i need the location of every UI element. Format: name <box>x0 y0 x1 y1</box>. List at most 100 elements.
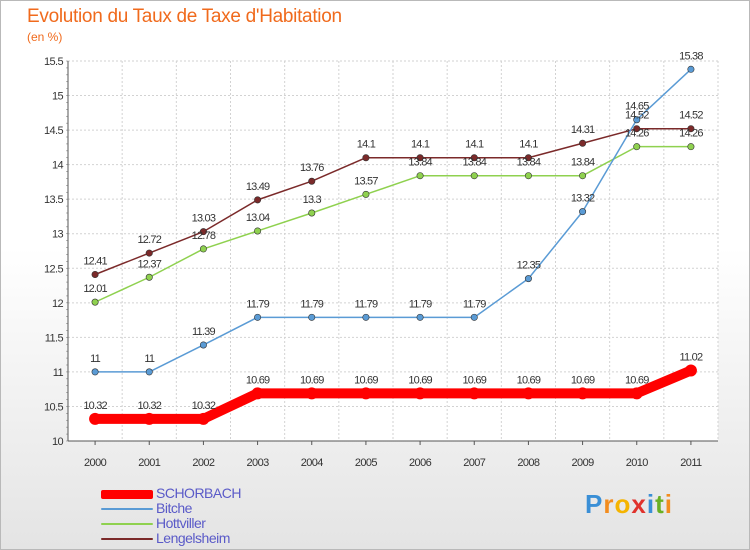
data-label: 11.79 <box>246 298 269 310</box>
data-label: 13.84 <box>571 157 595 169</box>
y-tick-label: 11 <box>53 367 64 379</box>
x-tick-label: 2006 <box>409 457 432 469</box>
data-point <box>308 209 316 217</box>
x-tick-label: 2005 <box>355 457 378 469</box>
data-point <box>416 154 424 162</box>
data-point <box>89 412 102 425</box>
data-point <box>470 154 478 162</box>
data-point <box>687 125 695 133</box>
legend-label: Lengelsheim <box>156 530 230 546</box>
data-label: 14.52 <box>679 110 703 122</box>
logo-letter: t <box>655 489 665 519</box>
logo-letter: P <box>585 489 604 519</box>
legend-item: Lengelsheim <box>101 530 361 546</box>
y-tick-label: 14.5 <box>44 125 63 137</box>
data-point <box>199 245 207 253</box>
data-label: 13.76 <box>300 162 324 174</box>
data-point <box>579 172 587 180</box>
data-point <box>308 177 316 185</box>
x-tick-label: 2007 <box>463 457 486 469</box>
chart-subtitle: (en %) <box>27 30 63 44</box>
data-label: 10.69 <box>517 374 541 386</box>
data-point <box>91 368 99 376</box>
x-tick-label: 2003 <box>247 457 270 469</box>
data-point <box>524 275 532 283</box>
data-point <box>524 154 532 162</box>
data-label: 14.1 <box>357 139 376 151</box>
data-label: 10.69 <box>408 374 432 386</box>
data-point <box>145 249 153 257</box>
series-line-bitche <box>94 68 692 373</box>
legend-label: Bitche <box>156 500 192 516</box>
legend-swatch <box>101 508 153 510</box>
data-label: 14.26 <box>679 128 703 140</box>
data-label: 14.1 <box>519 139 538 151</box>
data-label: 11.79 <box>463 298 486 310</box>
data-point <box>254 313 262 321</box>
x-tick-label: 2002 <box>192 457 215 469</box>
data-point <box>145 368 153 376</box>
legend-swatch <box>101 523 153 525</box>
data-point <box>684 364 697 377</box>
logo-letter: i <box>646 489 656 519</box>
y-tick-label: 15 <box>52 91 64 103</box>
logo-letter: x <box>631 489 647 519</box>
data-point <box>197 412 210 425</box>
data-point <box>468 387 481 400</box>
data-point <box>414 387 427 400</box>
x-tick-label: 2004 <box>301 457 324 469</box>
data-point <box>362 190 370 198</box>
logo-letter: i <box>664 489 673 519</box>
data-label: 11 <box>144 353 155 365</box>
data-label: 12.01 <box>83 283 107 295</box>
data-label: 14.52 <box>625 110 649 122</box>
data-point <box>199 341 207 349</box>
data-point <box>359 387 372 400</box>
data-point <box>470 172 478 180</box>
data-label: 15.38 <box>679 50 703 62</box>
data-point <box>416 172 424 180</box>
series-line-lengelsheim <box>94 127 692 276</box>
data-label: 14.31 <box>571 124 595 136</box>
data-point <box>254 196 262 204</box>
data-label: 11.79 <box>355 298 378 310</box>
x-tick-label: 2000 <box>84 457 107 469</box>
data-point <box>633 116 641 124</box>
data-label: 10.69 <box>354 374 378 386</box>
data-label: 13.84 <box>517 157 541 169</box>
data-label: 12.72 <box>137 234 161 246</box>
legend-item: Bitche <box>101 500 361 516</box>
x-tick-label: 2009 <box>572 457 595 469</box>
series-line-hottviller <box>94 145 692 303</box>
data-label: 11.39 <box>192 326 215 338</box>
data-label: 13.03 <box>192 213 216 225</box>
data-point <box>576 387 589 400</box>
data-point <box>522 387 535 400</box>
data-label: 10.32 <box>83 400 107 412</box>
data-label: 13.84 <box>408 157 432 169</box>
data-label: 14.1 <box>411 139 430 151</box>
x-tick-label: 2008 <box>517 457 540 469</box>
data-point <box>305 387 318 400</box>
data-label: 10.69 <box>625 374 649 386</box>
data-point <box>633 143 641 151</box>
y-tick-label: 13 <box>52 229 64 241</box>
chart-title: Evolution du Taux de Taxe d'Habitation <box>27 6 342 27</box>
y-tick-label: 13.5 <box>44 194 63 206</box>
data-point <box>199 228 207 236</box>
legend-item: SCHORBACH <box>101 485 361 501</box>
data-label: 10.32 <box>137 400 161 412</box>
data-label: 13.49 <box>246 181 270 193</box>
data-point <box>254 227 262 235</box>
legend: SCHORBACH Bitche Hottviller Lengelsheim <box>101 485 361 546</box>
data-point <box>579 208 587 216</box>
y-tick-label: 12.5 <box>44 263 63 275</box>
x-tick-label: 2001 <box>138 457 161 469</box>
y-tick-label: 12 <box>52 298 64 310</box>
data-point <box>91 270 99 278</box>
proxiti-logo: Proxiti <box>585 489 673 520</box>
data-point <box>91 298 99 306</box>
data-label: 13.32 <box>571 193 595 205</box>
logo-letter: o <box>614 489 632 519</box>
